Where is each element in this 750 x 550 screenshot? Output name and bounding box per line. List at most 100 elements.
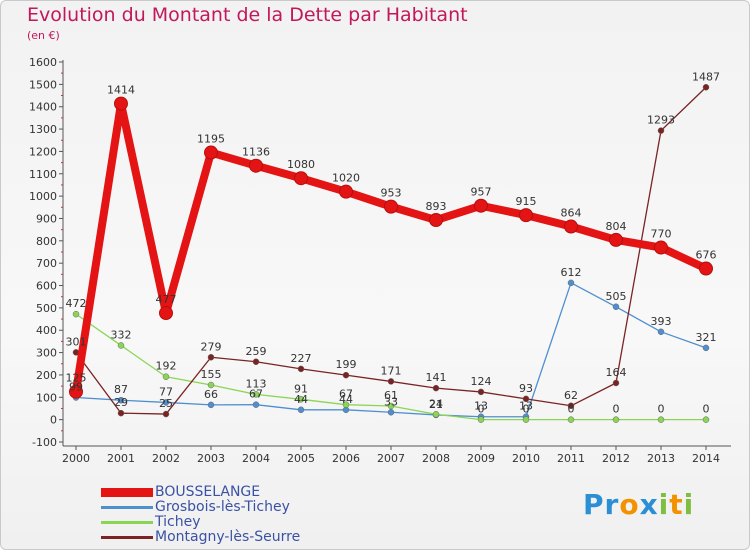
x-tick-label: 2014: [692, 452, 720, 465]
x-tick-label: 2011: [557, 452, 585, 465]
data-point: [252, 401, 260, 408]
data-point: [654, 240, 668, 255]
data-point: [429, 213, 443, 228]
data-label: 915: [516, 195, 537, 208]
line-chart: -100010020030040050060070080090010001100…: [29, 56, 731, 465]
data-point: [387, 409, 395, 416]
data-point: [612, 379, 620, 387]
data-label: 612: [561, 266, 582, 279]
y-tick-label: 200: [36, 369, 57, 382]
data-point: [609, 232, 623, 247]
data-label: 0: [568, 403, 575, 416]
data-label: 321: [696, 331, 717, 344]
data-point: [252, 358, 260, 366]
data-label: 124: [471, 375, 492, 388]
data-point: [702, 84, 710, 91]
data-point: [567, 416, 575, 423]
data-label: 62: [564, 389, 578, 402]
data-point: [657, 416, 665, 423]
data-label: 91: [294, 382, 308, 395]
data-label: 1195: [197, 133, 225, 146]
data-point: [387, 378, 395, 385]
axes: -100010020030040050060070080090010001100…: [29, 56, 731, 465]
data-label: 477: [156, 293, 177, 306]
data-label: 44: [294, 393, 308, 406]
data-label: 0: [703, 403, 710, 416]
y-tick-label: 1400: [29, 101, 57, 114]
y-tick-label: 300: [36, 347, 57, 360]
data-label: 67: [249, 388, 263, 401]
data-label: 0: [478, 403, 485, 416]
y-tick-label: 1600: [29, 56, 57, 69]
data-label: 332: [111, 328, 132, 341]
data-point: [252, 391, 260, 398]
y-tick-label: 500: [36, 302, 57, 315]
data-label: 192: [156, 360, 177, 373]
data-label: 301: [66, 335, 87, 348]
data-label: 171: [381, 364, 402, 377]
legend-label: BOUSSELANGE: [155, 484, 261, 500]
chart-title: Evolution du Montant de la Dette par Hab…: [27, 4, 468, 26]
data-label: 1414: [107, 84, 135, 97]
data-point: [702, 416, 710, 423]
data-point: [519, 208, 533, 223]
data-point: [432, 411, 440, 418]
x-tick-label: 2002: [152, 452, 180, 465]
data-point: [207, 354, 215, 361]
data-point: [117, 342, 125, 349]
data-point: [117, 396, 125, 404]
data-point: [159, 306, 173, 321]
data-label: 1020: [332, 172, 360, 185]
data-point: [474, 198, 488, 213]
data-point: [342, 401, 350, 408]
data-label: 1487: [692, 70, 720, 83]
data-point: [564, 219, 578, 234]
data-label: 227: [291, 352, 312, 365]
legend-label: Montagny-lès-Seurre: [155, 529, 301, 545]
data-point: [117, 409, 125, 417]
data-label: 24: [429, 397, 443, 410]
data-point: [522, 395, 530, 403]
data-point: [162, 399, 170, 406]
data-label: 164: [606, 366, 627, 379]
data-label: 125: [66, 372, 87, 385]
data-label: 472: [66, 297, 87, 310]
y-tick-label: 1000: [29, 190, 57, 203]
data-label: 1293: [647, 114, 675, 127]
data-label: 505: [606, 290, 627, 303]
data-label: 0: [658, 403, 665, 416]
data-label: 93: [519, 382, 533, 395]
legend-label: Tichey: [155, 514, 201, 530]
data-point: [432, 384, 440, 392]
data-label: 44: [339, 393, 353, 406]
legend-swatch: [101, 488, 153, 497]
data-label: 99: [69, 381, 83, 394]
proxiti-logo: Proxiti: [583, 488, 695, 521]
y-tick-label: 1300: [29, 123, 57, 136]
data-point: [297, 406, 305, 414]
data-label: 13: [474, 400, 488, 413]
data-point: [339, 184, 353, 199]
data-label: 25: [159, 397, 173, 410]
data-label: 61: [384, 389, 398, 402]
data-point: [567, 279, 575, 287]
legend-swatch: [101, 536, 153, 539]
data-label: 113: [246, 377, 267, 390]
data-label: 155: [201, 368, 222, 381]
data-label: 21: [429, 398, 443, 411]
x-tick-label: 2010: [512, 452, 540, 465]
y-tick-label: 1500: [29, 78, 57, 91]
x-tick-label: 2008: [422, 452, 450, 465]
y-tick-label: 800: [36, 235, 57, 248]
data-label: 676: [696, 249, 717, 262]
data-label: 29: [114, 396, 128, 409]
data-label: 141: [426, 371, 447, 384]
x-tick-label: 2013: [647, 452, 675, 465]
chart-unit: (en €): [27, 29, 60, 42]
x-tick-label: 2003: [197, 452, 225, 465]
y-tick-label: 700: [36, 257, 57, 270]
data-point: [297, 396, 305, 403]
y-tick-label: 1100: [29, 168, 57, 181]
data-label: 66: [204, 388, 218, 401]
